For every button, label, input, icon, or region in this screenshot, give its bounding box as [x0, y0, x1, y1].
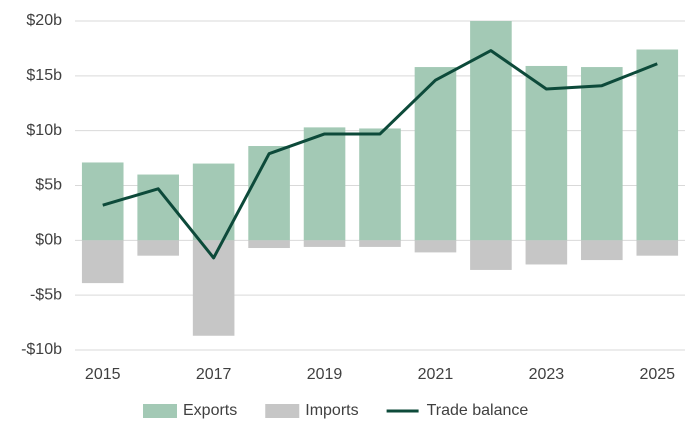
bar — [525, 240, 568, 265]
x-tick-label: 2017 — [196, 366, 232, 383]
bar — [81, 240, 124, 284]
bar — [636, 240, 679, 256]
x-tick-label: 2021 — [418, 366, 454, 383]
y-tick-label: -$10b — [21, 341, 62, 358]
bar — [303, 240, 346, 247]
bar — [636, 49, 679, 241]
legend-swatch — [265, 404, 300, 418]
y-tick-label: $20b — [26, 12, 62, 29]
bar — [525, 65, 568, 241]
x-tick-label: 2023 — [529, 366, 565, 383]
legend-label: Exports — [183, 402, 237, 419]
bar — [470, 21, 512, 241]
legend-swatch — [143, 404, 177, 418]
bar — [470, 240, 512, 270]
bar — [414, 67, 457, 241]
y-tick-label: $15b — [26, 67, 62, 84]
bar — [359, 128, 401, 241]
x-tick-label: 2025 — [639, 366, 675, 383]
x-tick-label: 2015 — [85, 366, 121, 383]
y-tick-label: $10b — [26, 122, 62, 139]
bar — [192, 163, 235, 241]
x-tick-label: 2019 — [307, 366, 343, 383]
line — [102, 49, 658, 260]
bar — [414, 240, 457, 253]
y-tick-label: $0b — [35, 232, 62, 249]
bar — [248, 240, 290, 249]
bar — [581, 67, 623, 241]
bar — [359, 240, 401, 247]
legend-label: Imports — [305, 402, 358, 419]
bar — [303, 127, 346, 241]
legend-label: Trade balance — [427, 402, 529, 419]
bar — [581, 240, 623, 261]
bar — [248, 146, 290, 241]
y-tick-label: $5b — [35, 177, 62, 194]
y-tick-label: -$5b — [30, 286, 62, 303]
bar — [192, 240, 235, 336]
bar — [137, 240, 179, 256]
